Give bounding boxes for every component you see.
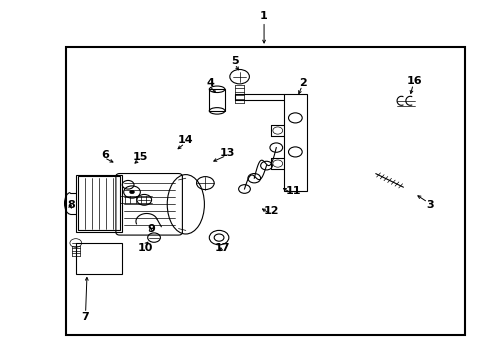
Text: 15: 15	[132, 152, 148, 162]
Bar	[78, 176, 120, 230]
Text: 14: 14	[178, 135, 193, 145]
Text: 7: 7	[81, 312, 89, 322]
Bar	[283, 94, 306, 191]
Text: 2: 2	[299, 78, 306, 88]
Text: 11: 11	[285, 186, 301, 196]
Bar	[66, 47, 464, 335]
Text: 13: 13	[219, 148, 235, 158]
Text: 9: 9	[147, 224, 155, 234]
Bar	[76, 175, 122, 232]
FancyBboxPatch shape	[116, 174, 182, 235]
Text: 16: 16	[406, 76, 422, 86]
Circle shape	[129, 190, 134, 194]
Text: 17: 17	[214, 243, 230, 253]
Text: 10: 10	[138, 243, 153, 253]
Text: 12: 12	[263, 206, 279, 216]
Text: 3: 3	[426, 200, 433, 210]
Text: 1: 1	[260, 11, 267, 21]
Bar	[76, 243, 122, 274]
Bar	[209, 89, 224, 111]
Text: 6: 6	[101, 150, 109, 160]
Text: 4: 4	[206, 78, 214, 88]
Text: 8: 8	[67, 200, 75, 210]
Text: 5: 5	[230, 56, 238, 66]
